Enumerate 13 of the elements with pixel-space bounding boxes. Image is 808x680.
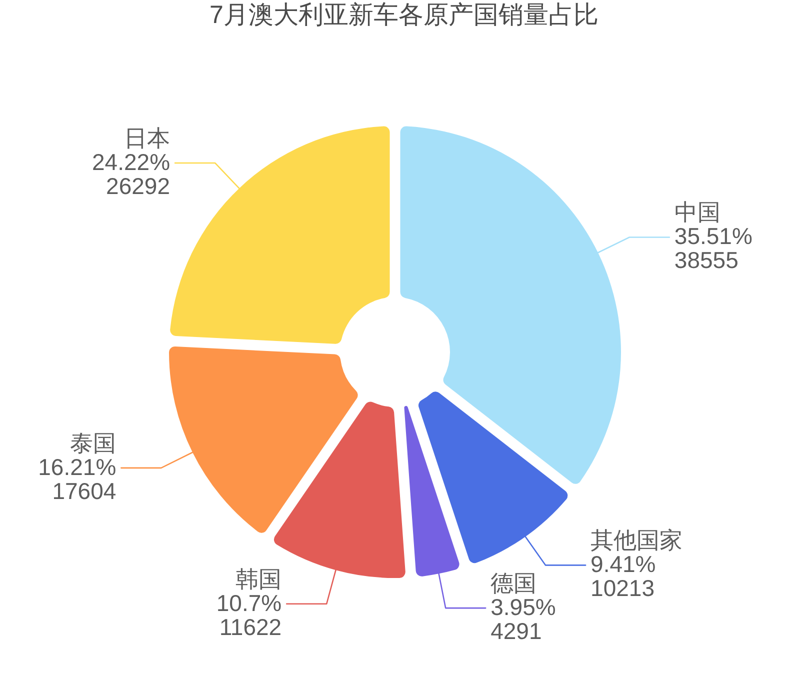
slice-label: 中国 bbox=[674, 199, 720, 226]
slice-label: 泰国 bbox=[70, 430, 116, 456]
chart-title: 7月澳大利亚新车各原产国销量占比 bbox=[210, 1, 598, 29]
data-label: 3.95% 4291 bbox=[490, 594, 556, 644]
slice-label: 其他国家 bbox=[590, 527, 683, 554]
data-label: 16.21% 17604 bbox=[38, 454, 116, 504]
data-label: 24.22% 26292 bbox=[92, 148, 170, 199]
slice-label: 日本 bbox=[124, 124, 170, 151]
slice-label: 韩国 bbox=[236, 566, 282, 592]
data-label: 10.7% 11622 bbox=[216, 590, 282, 640]
slice-label: 德国 bbox=[490, 570, 537, 596]
data-label: 35.51% 38555 bbox=[674, 223, 752, 274]
data-label: 9.41% 10213 bbox=[590, 551, 656, 602]
